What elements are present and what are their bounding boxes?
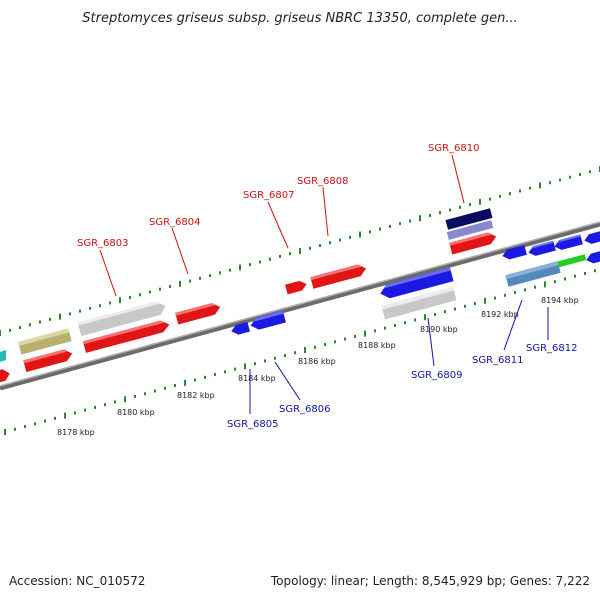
gene-label-sgr6807[interactable]: SGR_6807 (243, 190, 295, 201)
gene-feature[interactable] (378, 267, 454, 301)
genome-backbone (0, 221, 600, 391)
gene-feature[interactable] (77, 300, 168, 337)
ruler-label-8178: 8178 kbp (57, 428, 95, 437)
reverse-gene-labels: SGR_6805 SGR_6806 SGR_6809 SGR_6811 SGR_… (227, 343, 578, 430)
genome-summary-text: Topology: linear; Length: 8,545,929 bp; … (270, 574, 590, 588)
gene-feature[interactable] (381, 286, 457, 320)
ruler-label-8180: 8180 kbp (117, 408, 155, 417)
gene-label-sgr6808[interactable]: SGR_6808 (297, 176, 349, 187)
gene-label-sgr6805[interactable]: SGR_6805 (227, 419, 279, 430)
forward-genes (0, 208, 498, 384)
forward-strand-ruler (0, 166, 600, 336)
ruler-label-8182: 8182 kbp (177, 391, 215, 400)
gene-feature[interactable] (0, 350, 6, 362)
ruler-label-8184: 8184 kbp (238, 374, 276, 383)
reverse-genes (230, 230, 600, 336)
gene-feature[interactable] (555, 254, 587, 268)
gene-feature[interactable] (583, 230, 600, 245)
gene-feature[interactable] (501, 245, 527, 261)
gene-feature[interactable] (527, 240, 556, 258)
ruler-label-8186: 8186 kbp (298, 357, 336, 366)
gene-label-sgr6812[interactable]: SGR_6812 (526, 343, 578, 354)
ruler-label-8188: 8188 kbp (358, 341, 396, 350)
gene-feature[interactable] (0, 368, 11, 384)
gene-feature[interactable] (446, 220, 494, 240)
gene-label-sgr6803[interactable]: SGR_6803 (77, 238, 129, 249)
gene-label-sgr6804[interactable]: SGR_6804 (149, 217, 201, 228)
accession-text: Accession: NC_010572 (9, 574, 146, 588)
gene-feature[interactable] (505, 261, 561, 287)
forward-gene-labels: SGR_6803 SGR_6804 SGR_6807 SGR_6808 SGR_… (77, 143, 480, 249)
ruler-label-8192: 8192 kbp (481, 310, 519, 319)
gene-feature[interactable] (553, 234, 583, 252)
ruler-label-8194: 8194 kbp (541, 296, 579, 305)
gene-label-sgr6809[interactable]: SGR_6809 (411, 370, 463, 381)
gene-feature[interactable] (18, 328, 72, 355)
reverse-strand-ruler (4, 269, 596, 435)
gene-label-sgr6811[interactable]: SGR_6811 (472, 355, 524, 366)
gene-feature[interactable] (230, 321, 250, 336)
gene-feature[interactable] (175, 301, 222, 325)
gene-feature[interactable] (310, 263, 367, 289)
label-leaders (99, 154, 549, 414)
gene-feature[interactable] (82, 319, 171, 353)
genome-title: Streptomyces griseus subsp. griseus NBRC… (82, 11, 518, 26)
ruler-labels: 8178 kbp 8180 kbp 8182 kbp 8184 kbp 8186… (57, 296, 579, 437)
gene-label-sgr6806[interactable]: SGR_6806 (279, 404, 331, 415)
ruler-label-8190: 8190 kbp (420, 325, 458, 334)
gene-label-sgr6810[interactable]: SGR_6810 (428, 143, 480, 154)
gene-feature[interactable] (585, 249, 600, 265)
gene-feature[interactable] (285, 279, 308, 295)
gene-feature[interactable] (445, 208, 493, 230)
gene-feature[interactable] (449, 231, 498, 255)
gene-feature[interactable] (249, 310, 286, 332)
gene-feature[interactable] (23, 348, 73, 373)
